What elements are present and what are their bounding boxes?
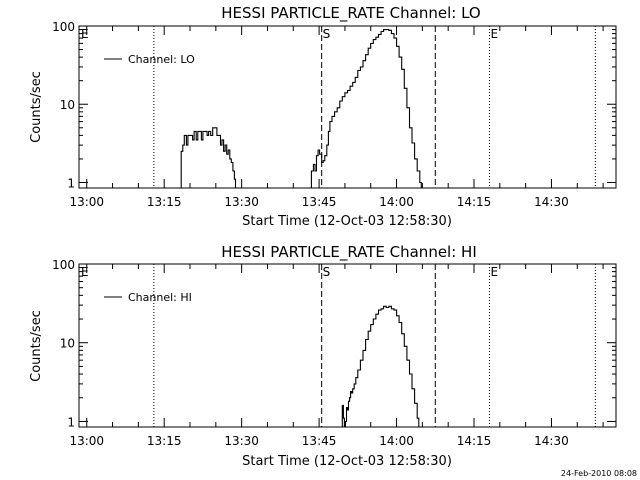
x-ticks: 13:00 13:15 13:30 13:45 14:00 14:15 14:30 [69,264,604,448]
chart-title: HESSI PARTICLE_RATE Channel: HI [221,243,477,262]
x-tick-label: 14:00 [379,434,414,448]
panel-lo: HESSI PARTICLE_RATE Channel: LO 1 10 100 1… [29,4,617,229]
x-tick-label: 13:45 [302,434,337,448]
marker-label: S [323,27,331,41]
x-tick-label: 13:15 [147,434,182,448]
corner-marker: E [81,27,89,41]
x-tick-label: 13:30 [224,434,259,448]
chart-title: HESSI PARTICLE_RATE Channel: LO [221,4,480,23]
x-tick-label: 14:00 [379,195,414,209]
x-axis-label: Start Time (12-Oct-03 12:58:30) [242,454,452,469]
panel-hi: HESSI PARTICLE_RATE Channel: HI 1 10 100 1… [29,243,617,469]
legend: Channel: LO [104,53,195,66]
x-tick-label: 14:30 [534,195,569,209]
y-ticks: 1 10 100 [52,258,616,429]
y-axis-label: Counts/sec [29,71,44,143]
x-ticks: 13:00 13:15 13:30 13:45 14:00 14:15 14:30 [69,26,604,209]
x-tick-label: 14:15 [457,195,492,209]
x-axis-label: Start Time (12-Oct-03 12:58:30) [242,214,452,229]
series-line [179,127,237,189]
x-tick-label: 13:00 [69,195,104,209]
x-tick-label: 14:30 [534,434,569,448]
legend-entry: Channel: LO [128,53,195,66]
legend: Channel: HI [104,291,192,304]
x-tick-label: 13:00 [69,434,104,448]
timestamp: 24-Feb-2010 08:08 [561,469,637,478]
markers [153,264,596,427]
legend-entry: Channel: HI [128,291,192,304]
y-tick-label: 100 [52,20,75,34]
y-axis-label: Counts/sec [29,310,44,382]
x-tick-label: 14:15 [457,434,492,448]
plot-frame [78,25,617,189]
marker-label: E [490,27,498,41]
markers [153,26,596,188]
series-line [308,29,422,189]
y-tick-label: 10 [60,337,75,351]
lines [179,29,422,189]
marker-label: S [323,265,331,279]
x-tick-label: 13:30 [224,195,259,209]
lines [341,305,420,428]
y-ticks: 1 10 100 [52,20,616,190]
x-tick-label: 13:15 [147,195,182,209]
y-tick-label: 1 [67,176,75,190]
plot-frame [78,263,617,428]
y-tick-label: 10 [60,98,75,112]
y-tick-label: 1 [67,415,75,429]
series-line [341,305,420,428]
marker-label: E [490,265,498,279]
corner-marker: E [81,265,89,279]
x-tick-label: 13:45 [302,195,337,209]
y-tick-label: 100 [52,258,75,272]
